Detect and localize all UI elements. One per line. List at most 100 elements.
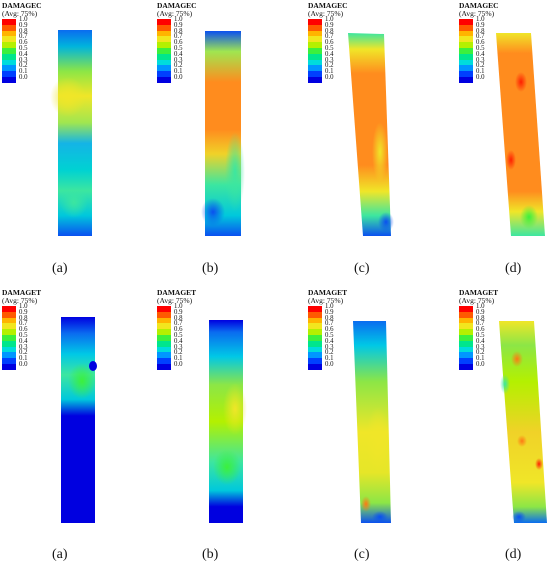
legend-swatch <box>459 340 473 347</box>
legend-swatch <box>459 47 473 54</box>
legend-swatch <box>157 323 171 330</box>
legend-tick-label: 0.0 <box>325 360 334 368</box>
legend-tick-label: 0.1 <box>174 68 183 76</box>
legend-tick-label: 0.0 <box>325 73 334 81</box>
damage-contour-plot <box>209 320 247 523</box>
legend-swatch <box>2 346 16 353</box>
color-legend: DAMAGEC (Avg: 75%) 1.0 0.9 0.8 0.7 0.6 0.5 0.4… <box>2 2 62 84</box>
legend-tick-label: 0.2 <box>325 349 334 357</box>
legend-swatch <box>459 329 473 335</box>
legend-tick-label: 1.0 <box>19 16 28 23</box>
legend-swatch <box>2 358 16 364</box>
legend-variable: DAMAGET <box>308 288 348 297</box>
legend-swatch <box>157 311 171 318</box>
legend-swatch <box>308 323 322 330</box>
color-legend: DAMAGET (Avg: 75%) 1.0 0.9 0.8 0.7 0.6 0.5 0.4… <box>2 289 62 371</box>
legend-tick-label: 0.0 <box>174 73 183 81</box>
panel-damaget-d: DAMAGET (Avg: 75%) 1.0 0.9 0.8 0.7 0.6 0.5 0.4… <box>459 289 550 551</box>
legend-swatch <box>2 53 16 60</box>
legend-swatch <box>2 24 16 31</box>
legend-ticks: 1.0 0.9 0.8 0.7 0.6 0.5 0.4 0.3 0.2 0.1 0.0 <box>325 303 365 368</box>
legend-swatch <box>2 352 16 359</box>
color-legend: DAMAGEC (Avg: 75%) 1.0 0.9 0.8 0.7 0.6 0.5 0.4… <box>157 2 217 84</box>
legend-swatch <box>157 65 171 72</box>
damage-contour-plot <box>50 30 92 236</box>
damage-contour-plot <box>348 33 394 236</box>
panel-damagec-c: DAMAGEC (Avg: 75%) 1.0 0.9 0.8 0.7 0.6 0.5 0.4… <box>308 2 438 264</box>
legend-swatch <box>459 65 473 72</box>
legend-tick-label: 0.9 <box>476 308 485 316</box>
legend-tick-label: 0.9 <box>174 21 183 29</box>
legend-tick-label: 0.6 <box>19 39 28 47</box>
legend-swatch <box>2 311 16 318</box>
legend-tick-label: 0.3 <box>325 343 334 351</box>
legend-ticks: 1.0 0.9 0.8 0.7 0.6 0.5 0.4 0.3 0.2 0.1 0.0 <box>19 303 59 368</box>
legend-tick-label: 1.0 <box>325 303 334 310</box>
legend-variable: DAMAGEC <box>157 1 197 10</box>
legend-tick-label: 0.4 <box>325 337 334 345</box>
legend-tick-label: 0.4 <box>19 50 28 58</box>
legend-variable: DAMAGET <box>2 288 42 297</box>
legend-tick-label: 0.8 <box>325 314 334 322</box>
legend-swatch <box>459 358 473 364</box>
legend-swatch <box>459 346 473 353</box>
legend-swatch <box>308 30 322 37</box>
legend-swatch <box>459 334 473 341</box>
legend-tick-label: 0.1 <box>325 68 334 76</box>
legend-swatch <box>308 47 322 54</box>
legend-color-bar <box>308 19 322 83</box>
legend-swatch <box>459 317 473 324</box>
legend-tick-label: 0.1 <box>325 355 334 363</box>
legend-swatch <box>157 47 171 54</box>
legend-swatch <box>157 346 171 353</box>
legend-tick-label: 0.3 <box>476 343 485 351</box>
legend-tick-label: 0.7 <box>174 320 183 328</box>
legend-swatch <box>308 65 322 72</box>
legend-tick-label: 0.7 <box>325 33 334 41</box>
panel-caption: (a) <box>52 547 68 562</box>
legend-average: (Avg: 75%) <box>308 296 344 305</box>
legend-swatch <box>308 71 322 77</box>
legend-swatch <box>459 59 473 66</box>
legend-swatch <box>459 36 473 43</box>
legend-swatch <box>157 42 171 48</box>
legend-swatch <box>2 36 16 43</box>
legend-swatch <box>157 317 171 324</box>
legend-tick-label: 0.7 <box>19 320 28 328</box>
legend-tick-label: 0.9 <box>19 308 28 316</box>
legend-swatch <box>308 317 322 324</box>
legend-tick-label: 0.8 <box>325 27 334 35</box>
legend-variable: DAMAGET <box>157 288 197 297</box>
legend-tick-label: 0.3 <box>174 343 183 351</box>
legend-swatch <box>308 76 322 83</box>
legend-tick-label: 0.2 <box>174 62 183 70</box>
legend-swatch <box>157 340 171 347</box>
legend-tick-label: 0.2 <box>476 62 485 70</box>
legend-tick-label: 0.5 <box>476 331 485 339</box>
legend-tick-label: 1.0 <box>476 16 485 23</box>
legend-tick-label: 0.8 <box>476 314 485 322</box>
legend-swatch <box>2 19 16 25</box>
panel-caption: (d) <box>505 547 522 562</box>
legend-tick-label: 0.0 <box>476 73 485 81</box>
legend-average: (Avg: 75%) <box>157 9 193 18</box>
legend-swatch <box>308 363 322 370</box>
legend-ticks: 1.0 0.9 0.8 0.7 0.6 0.5 0.4 0.3 0.2 0.1 0.0 <box>476 303 516 368</box>
legend-tick-label: 0.0 <box>476 360 485 368</box>
legend-tick-label: 0.6 <box>476 39 485 47</box>
legend-tick-label: 0.3 <box>174 56 183 64</box>
legend-tick-label: 0.3 <box>476 56 485 64</box>
legend-tick-label: 0.2 <box>19 62 28 70</box>
legend-ticks: 1.0 0.9 0.8 0.7 0.6 0.5 0.4 0.3 0.2 0.1 0.0 <box>325 16 365 81</box>
panel-caption: (d) <box>505 261 522 276</box>
legend-swatch <box>308 19 322 25</box>
legend-swatch <box>2 65 16 72</box>
legend-swatch <box>459 306 473 312</box>
color-legend: DAMAGET (Avg: 75%) 1.0 0.9 0.8 0.7 0.6 0.5 0.4… <box>157 289 217 371</box>
legend-swatch <box>308 306 322 312</box>
legend-tick-label: 0.8 <box>476 27 485 35</box>
legend-average: (Avg: 75%) <box>157 296 193 305</box>
legend-swatch <box>2 71 16 77</box>
legend-swatch <box>2 42 16 48</box>
legend-color-bar <box>459 306 473 370</box>
